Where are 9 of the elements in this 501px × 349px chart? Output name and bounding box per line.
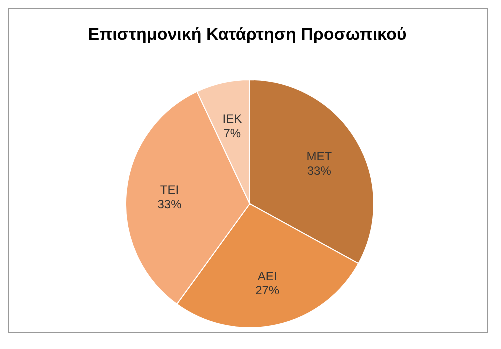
data-label: 27% (256, 284, 280, 298)
slice-label: IEK (222, 112, 242, 126)
data-label: 33% (307, 164, 332, 178)
chart-title: Επιστημονική Κατάρτηση Προσωπικού (88, 25, 407, 44)
slice-label: TEI (160, 183, 180, 198)
data-label: 7% (224, 126, 242, 140)
data-label: 33% (158, 197, 182, 212)
slice-label: MET (306, 150, 333, 164)
slice-label: AEI (258, 269, 278, 284)
